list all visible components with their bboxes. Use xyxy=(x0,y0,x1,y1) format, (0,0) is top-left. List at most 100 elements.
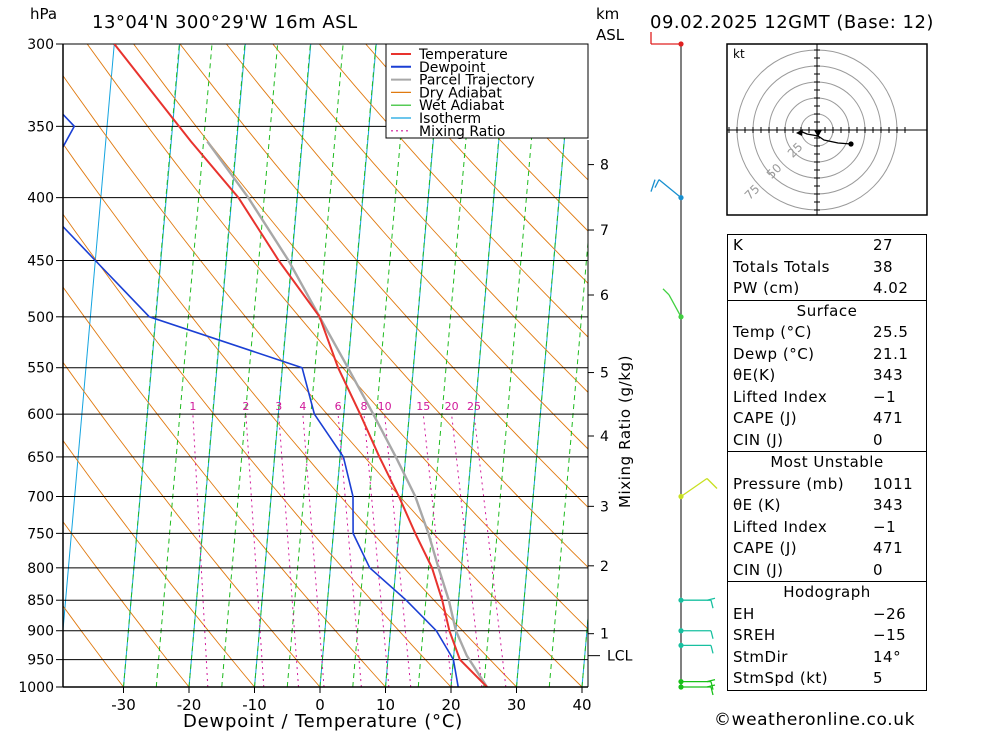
pw-row: PW (cm) 4.02 xyxy=(728,278,926,300)
mu-li-row: Lifted Index −1 xyxy=(728,517,926,539)
mixing-ratio-label: 10 xyxy=(378,400,392,413)
pressure-tick-label: 650 xyxy=(27,450,54,466)
x-tick-label: 0 xyxy=(315,696,325,714)
indices-panel: K 27 Totals Totals 38 PW (cm) 4.02 Surface … xyxy=(727,234,927,691)
eh-row: EH −26 xyxy=(728,604,926,626)
eh-value: −26 xyxy=(873,604,907,623)
wet-adiabat-line xyxy=(483,44,541,687)
mu-cape-label: CAPE (J) xyxy=(733,539,798,557)
surface-dewp-row: Dewp (°C) 21.1 xyxy=(728,344,926,366)
pressure-tick-label: 300 xyxy=(27,37,54,53)
wet-adiabat-line xyxy=(188,44,246,687)
height-axis: 8 7 6 5 4 3 2 1 LCL xyxy=(587,140,633,687)
km-tick-label: 8 xyxy=(600,158,609,174)
dry-adiabat-line xyxy=(63,605,124,687)
isotherm-line xyxy=(450,44,508,687)
mixing-ratio-line xyxy=(422,414,453,687)
wind-barb xyxy=(650,179,684,201)
x-tick-label: 40 xyxy=(572,696,591,714)
surface-li-value: −1 xyxy=(873,387,897,406)
surface-theta-label: θE(K) xyxy=(733,366,776,384)
surface-dewp-value: 21.1 xyxy=(873,344,909,363)
mixing-ratio-line xyxy=(337,414,362,687)
pw-label: PW (cm) xyxy=(733,279,800,297)
stmdir-value: 14° xyxy=(873,647,902,666)
sreh-label: SREH xyxy=(733,626,776,644)
isotherm-line xyxy=(319,44,377,687)
wind-barb-feather xyxy=(662,288,670,296)
surface-li-row: Lifted Index −1 xyxy=(728,387,926,409)
eh-label: EH xyxy=(733,604,755,623)
wet-adiabat-line xyxy=(286,44,344,687)
wind-barb-feather xyxy=(710,630,714,639)
mu-pressure-label: Pressure (mb) xyxy=(733,474,845,493)
wind-barb-feather xyxy=(650,179,656,192)
wind-barb xyxy=(678,684,716,696)
parcel-trajectory-line xyxy=(206,140,489,687)
dry-adiabat-line xyxy=(923,44,1000,687)
wind-barb-feather xyxy=(706,478,718,489)
y2-axis-title: Mixing Ratio (g/kg) xyxy=(616,355,634,508)
dry-adiabat-line xyxy=(411,44,588,232)
datetime-label: 09.02.2025 12GMT (Base: 12) xyxy=(650,12,934,33)
legend-entry: Wet Adiabat xyxy=(419,98,505,114)
stmdir-row: StmDir 14° xyxy=(728,647,926,669)
k-index-label: K xyxy=(733,236,744,254)
mixing-ratio-line xyxy=(302,414,325,687)
wet-adiabat-line xyxy=(319,44,377,687)
stmspd-row: StmSpd (kt) 5 xyxy=(728,668,926,690)
wind-barb-feather xyxy=(654,179,660,188)
pressure-tick-label: 1000 xyxy=(18,680,54,696)
km-tick-label: 5 xyxy=(600,366,609,382)
isotherm-line xyxy=(516,44,574,687)
km-tick-label: 3 xyxy=(600,499,609,515)
mu-cape-value: 471 xyxy=(873,539,904,557)
km-tick-label: 2 xyxy=(600,559,609,575)
x-tick-label: 20 xyxy=(441,696,460,714)
totals-totals-label: Totals Totals xyxy=(733,257,830,276)
km-tick-label: 6 xyxy=(600,288,609,304)
hodograph-end-dot xyxy=(848,141,854,147)
mixing-ratio-label: 3 xyxy=(275,400,282,413)
dry-adiabat-line xyxy=(63,213,452,687)
sreh-row: SREH −15 xyxy=(728,625,926,647)
wet-adiabat-line xyxy=(123,44,180,687)
pressure-tick-label: 600 xyxy=(27,407,54,423)
wind-barb xyxy=(678,477,718,500)
pressure-tick-label: 350 xyxy=(27,119,54,135)
wind-barbs xyxy=(650,32,718,696)
km-tick-label: 1 xyxy=(600,627,609,643)
k-index-value: 27 xyxy=(873,236,894,254)
surface-cin-label: CIN (J) xyxy=(733,430,784,449)
wind-barb-feather xyxy=(710,645,714,654)
surface-temp-row: Temp (°C) 25.5 xyxy=(728,322,926,344)
wind-barb-shaft xyxy=(658,179,682,199)
dry-adiabat-line xyxy=(63,286,386,687)
wet-adiabat-line xyxy=(155,44,213,687)
mu-cape-row: CAPE (J) 471 xyxy=(728,538,926,560)
pressure-tick-label: 850 xyxy=(27,593,54,609)
mixing-ratio-label: 20 xyxy=(445,400,459,413)
x-tick-label: -10 xyxy=(242,696,267,714)
temperature-line xyxy=(113,44,488,687)
mixing-ratio-label: 1 xyxy=(189,400,196,413)
surface-li-label: Lifted Index xyxy=(733,387,828,406)
wind-barb xyxy=(678,642,714,654)
wind-barb-feather xyxy=(710,681,714,690)
surface-cape-row: CAPE (J) 471 xyxy=(728,408,926,430)
pressure-unit-label: hPa xyxy=(30,5,57,23)
surface-theta-row: θE(K) 343 xyxy=(728,365,926,387)
mixing-ratio-line xyxy=(245,414,265,687)
mu-cin-label: CIN (J) xyxy=(733,560,784,579)
mu-theta-value: 343 xyxy=(873,496,904,514)
legend-box xyxy=(385,43,589,139)
surface-cin-row: CIN (J) 0 xyxy=(728,430,926,452)
wet-adiabat-line xyxy=(548,237,588,687)
legend-entry: Mixing Ratio xyxy=(419,124,505,140)
pressure-tick-label: 750 xyxy=(27,526,54,542)
wind-barb xyxy=(678,597,716,609)
km-tick-label: 7 xyxy=(600,223,609,239)
x-tick-label: -30 xyxy=(111,696,136,714)
